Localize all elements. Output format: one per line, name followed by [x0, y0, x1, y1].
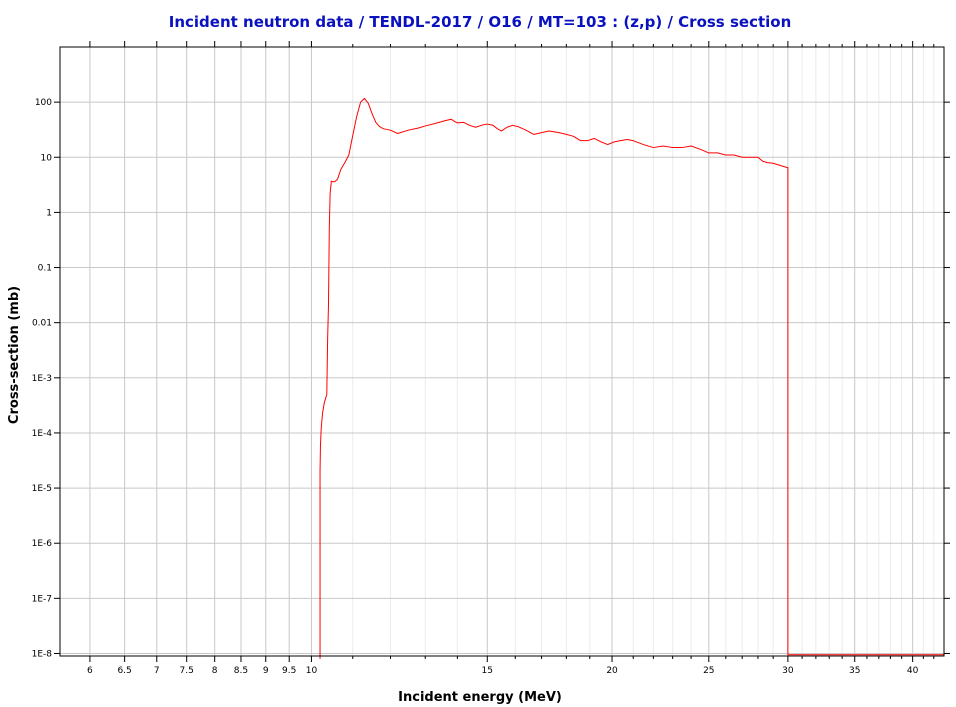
x-tick-label: 8.5	[234, 666, 248, 676]
x-tick-label: 7.5	[180, 666, 194, 676]
grid	[60, 47, 944, 656]
x-tick-label: 9	[263, 666, 269, 676]
x-tick-label: 40	[907, 666, 919, 676]
y-tick-label: 0.1	[38, 264, 52, 274]
x-tick-label: 20	[606, 666, 618, 676]
y-tick-label: 10	[41, 153, 53, 163]
y-tick-label: 100	[35, 98, 52, 108]
x-tick-label: 7	[154, 666, 160, 676]
y-tick-label: 1E-6	[32, 539, 53, 549]
x-tick-label: 10	[306, 666, 318, 676]
y-tick-label: 1	[46, 208, 52, 218]
x-tick-label: 15	[482, 666, 493, 676]
y-tick-label: 1E-3	[32, 374, 52, 384]
y-tick-label: 1E-4	[32, 429, 53, 439]
y-tick-label: 1E-5	[32, 484, 52, 494]
x-tick-label: 25	[703, 666, 714, 676]
plot-frame	[59, 46, 945, 657]
x-tick-label: 8	[212, 666, 218, 676]
x-tick-label: 30	[782, 666, 794, 676]
ticks	[54, 41, 950, 662]
y-axis-label: Cross-section (mb)	[7, 286, 22, 424]
series-layer	[319, 97, 944, 659]
y-tick-label: 0.01	[32, 319, 52, 329]
x-tick-label: 35	[849, 666, 860, 676]
x-tick-label: 6.5	[117, 666, 131, 676]
tick-labels: 6 6.5 7 7.5 8 8.5 9 9.5 10 15 20 25 30 35 40 1E-8 1E-7 1E…	[32, 98, 919, 676]
x-axis-label: Incident energy (MeV)	[398, 690, 562, 705]
series-line	[319, 97, 944, 659]
y-tick-label: 1E-8	[32, 649, 53, 659]
x-tick-label: 6	[87, 666, 93, 676]
y-tick-label: 1E-7	[32, 594, 52, 604]
chart-title: Incident neutron data / TENDL-2017 / O16…	[169, 13, 792, 31]
x-tick-label: 9.5	[282, 666, 296, 676]
